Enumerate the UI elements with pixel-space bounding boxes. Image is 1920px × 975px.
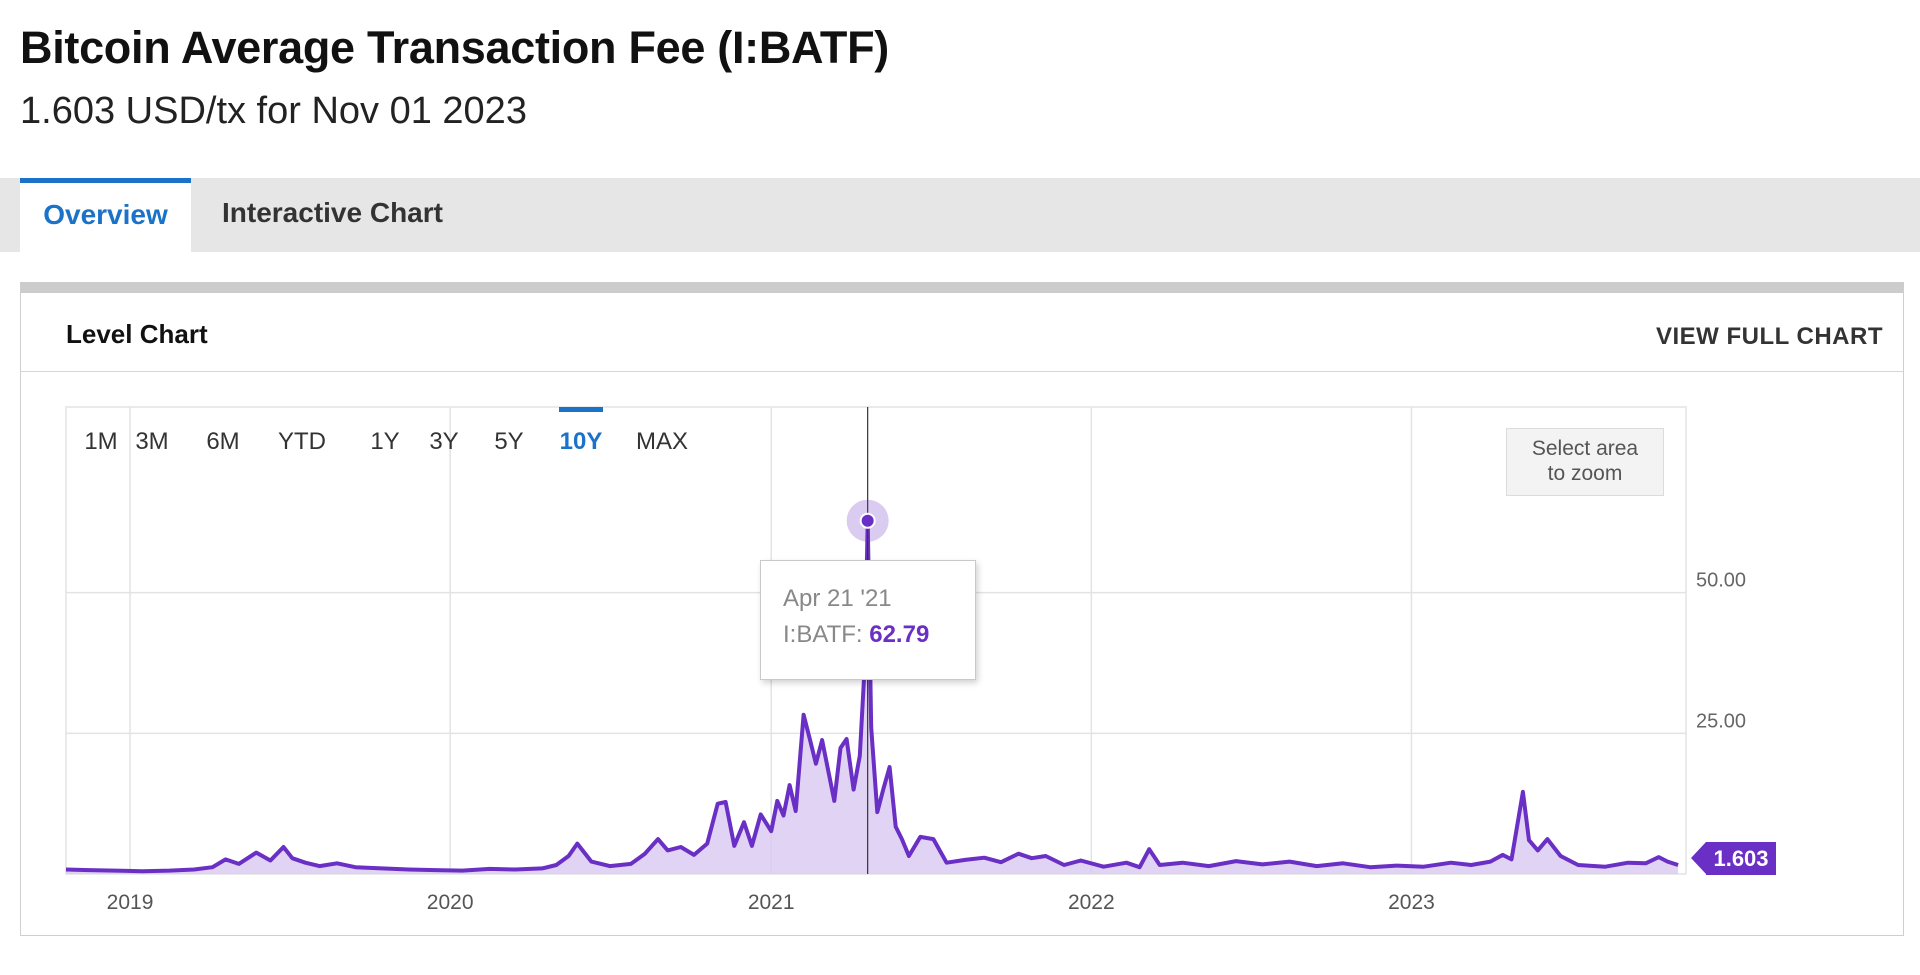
range-button-label: 10Y — [560, 428, 603, 455]
tooltip-value-line: I:BATF: 62.79 — [783, 621, 929, 649]
tab-bar: Overview Interactive Chart — [0, 178, 1920, 252]
range-button-1y[interactable]: 1Y — [370, 428, 399, 455]
range-button-6m[interactable]: 6M — [206, 428, 239, 455]
panel-title: Level Chart — [66, 319, 208, 349]
range-button-label: 1M — [84, 428, 117, 455]
x-tick-label: 2023 — [1388, 891, 1435, 914]
tooltip-value: 62.79 — [869, 621, 930, 648]
range-button-label: MAX — [636, 428, 688, 455]
range-button-label: 1Y — [370, 428, 399, 455]
range-button-5y[interactable]: 5Y — [494, 428, 523, 455]
select-area-zoom-hint: Select area to zoom — [1506, 428, 1664, 496]
range-button-10y[interactable]: 10Y — [559, 407, 603, 455]
x-tick-label: 2019 — [107, 891, 154, 914]
x-tick-label: 2021 — [748, 891, 795, 914]
range-button-label: 3M — [135, 428, 168, 455]
range-button-label: 3Y — [429, 428, 458, 455]
range-active-indicator — [559, 407, 603, 412]
page-title: Bitcoin Average Transaction Fee (I:BATF) — [20, 22, 889, 73]
tab-interactive-chart[interactable]: Interactive Chart — [222, 197, 443, 228]
highlight-point — [859, 512, 876, 529]
y-tick-label: 50.00 — [1696, 570, 1746, 592]
tab-overview[interactable]: Overview — [20, 178, 191, 252]
y-tick-label: 25.00 — [1696, 710, 1746, 732]
tooltip-date: Apr 21 '21 — [783, 585, 892, 612]
range-button-max[interactable]: MAX — [636, 428, 688, 455]
x-tick-label: 2022 — [1068, 891, 1115, 914]
view-full-chart-link[interactable]: VIEW FULL CHART — [1655, 323, 1883, 350]
range-button-label: 5Y — [494, 428, 523, 455]
chart-tooltip: Apr 21 '21 I:BATF: 62.79 — [760, 560, 976, 680]
range-button-ytd[interactable]: YTD — [278, 428, 326, 455]
tooltip-series-label: I:BATF: — [783, 621, 863, 648]
page-subtitle: 1.603 USD/tx for Nov 01 2023 — [20, 90, 527, 132]
range-button-label: YTD — [278, 428, 326, 455]
range-button-3m[interactable]: 3M — [135, 428, 168, 455]
series-line — [65, 518, 1679, 874]
panel-header: Level Chart VIEW FULL CHART — [21, 293, 1903, 372]
range-button-1m[interactable]: 1M — [84, 428, 117, 455]
last-value-badge: 1.603 — [1691, 842, 1776, 875]
zoom-hint-line-1: Select area — [1531, 437, 1639, 460]
zoom-hint-line-2: to zoom — [1547, 462, 1623, 485]
range-button-label: 6M — [206, 428, 239, 455]
x-tick-label: 2020 — [427, 891, 474, 914]
range-button-3y[interactable]: 3Y — [429, 428, 458, 455]
